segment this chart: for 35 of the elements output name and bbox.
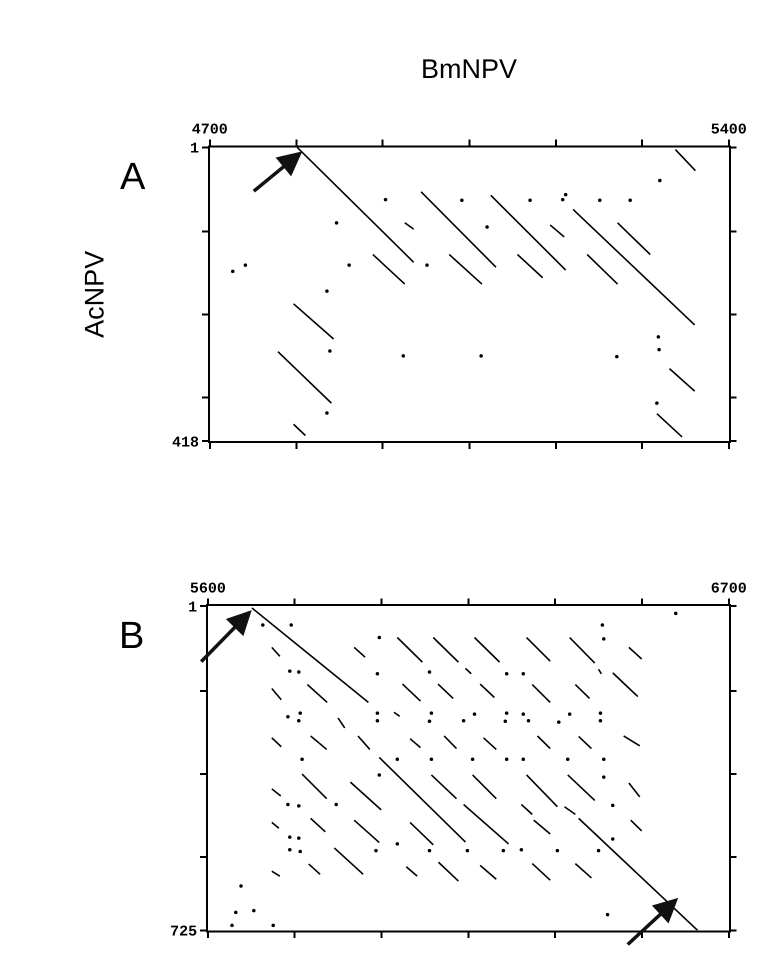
y-tick-label: 725 xyxy=(170,924,198,941)
y-tick-label: 418 xyxy=(172,434,200,452)
text: A xyxy=(120,156,146,198)
x-tick-label: 6700 xyxy=(710,580,747,598)
point xyxy=(560,198,564,202)
point xyxy=(231,270,235,274)
point xyxy=(460,198,464,202)
x-axis-title: BmNPV xyxy=(421,54,518,84)
point xyxy=(658,178,662,182)
point xyxy=(628,198,632,202)
text: B xyxy=(119,615,144,657)
x-tick-label: 4700 xyxy=(192,122,228,139)
y-axis-title: AcNPV xyxy=(80,250,110,338)
point xyxy=(479,354,483,358)
point xyxy=(598,198,602,202)
point xyxy=(656,335,660,339)
point xyxy=(347,263,351,267)
point xyxy=(325,411,329,415)
point xyxy=(657,348,661,352)
point xyxy=(485,225,489,229)
point xyxy=(528,198,532,202)
point xyxy=(334,221,338,225)
x-tick-label: 5600 xyxy=(190,580,226,598)
point xyxy=(244,263,248,267)
y-tick-label: 1 xyxy=(188,599,198,616)
y-tick-label: 1 xyxy=(190,140,200,158)
x-tick-label: 5400 xyxy=(710,122,747,139)
point xyxy=(615,354,619,358)
point xyxy=(425,263,429,267)
point xyxy=(325,289,329,293)
point xyxy=(384,198,388,202)
point xyxy=(402,354,406,358)
point xyxy=(564,192,568,196)
point xyxy=(655,401,659,405)
point xyxy=(328,349,332,353)
